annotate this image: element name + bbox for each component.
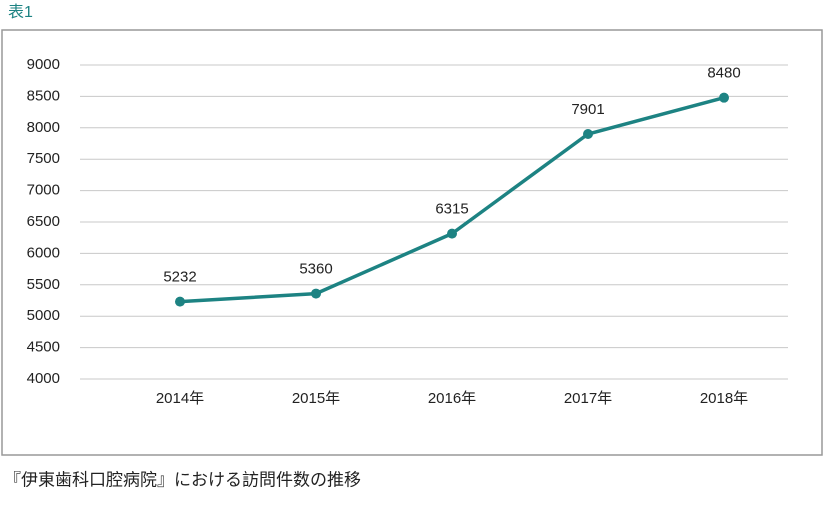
data-label: 6315 — [435, 201, 468, 218]
y-tick-label: 7000 — [27, 182, 60, 199]
y-tick-label: 7500 — [27, 150, 60, 167]
chart-frame — [1, 29, 823, 456]
x-tick-label: 2014年 — [156, 390, 204, 407]
data-point — [311, 288, 321, 299]
data-point — [719, 92, 729, 103]
y-tick-label: 6500 — [27, 213, 60, 230]
y-tick-label: 6000 — [27, 244, 60, 261]
data-label: 5232 — [163, 269, 196, 286]
x-tick-label: 2015年 — [292, 390, 340, 407]
data-point — [583, 129, 593, 140]
x-tick-label: 2016年 — [428, 390, 476, 407]
x-tick-label: 2017年 — [564, 390, 612, 407]
y-tick-label: 8500 — [27, 87, 60, 104]
y-tick-label: 5000 — [27, 307, 60, 324]
y-tick-label: 4500 — [27, 339, 60, 356]
y-tick-label: 8000 — [27, 119, 60, 136]
data-point — [447, 228, 457, 239]
chart-label: 表1 — [8, 3, 33, 21]
chart-title: 『伊東歯科口腔病院』における訪問件数の推移 — [4, 470, 361, 489]
data-label: 7901 — [571, 101, 604, 118]
data-label: 5360 — [299, 261, 332, 278]
data-point — [175, 296, 185, 307]
y-tick-label: 5500 — [27, 276, 60, 293]
x-tick-label: 2018年 — [700, 390, 748, 407]
y-tick-label: 9000 — [27, 56, 60, 73]
data-label: 8480 — [707, 65, 740, 82]
y-tick-label: 4000 — [27, 370, 60, 387]
